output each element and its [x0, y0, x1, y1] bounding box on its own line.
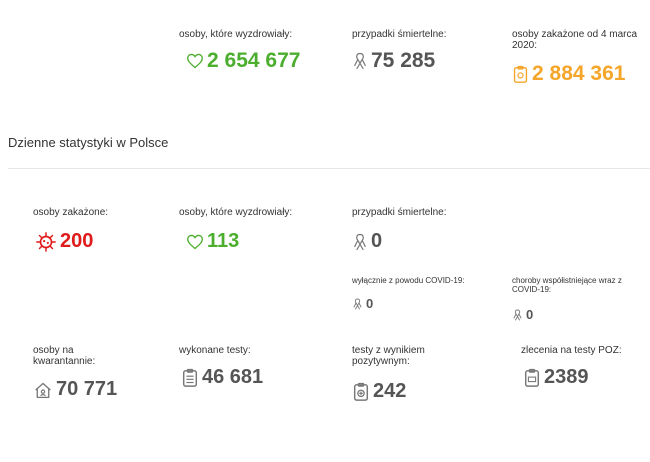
daily-infected-value: 200	[60, 230, 94, 252]
daily-quarantine-value: 70 771	[56, 378, 118, 400]
daily-positive-label: testy z wynikiem pozytywnym:	[352, 345, 425, 367]
test-kit-icon	[181, 368, 199, 388]
daily-infected-value-row: 200	[35, 230, 93, 253]
daily-poz-value: 2389	[544, 366, 589, 388]
daily-deaths-label: przypadki śmiertelne:	[352, 207, 447, 218]
section-title: Dzienne statystyki w Polsce	[8, 135, 169, 150]
top-deaths-label: przypadki śmiertelne:	[352, 29, 447, 40]
daily-tests-value: 46 681	[202, 366, 264, 388]
top-recovered-value-row: 2 654 677	[186, 49, 300, 73]
daily-quarantine-value-row: 70 771	[33, 378, 117, 401]
daily-infected-label: osoby zakażone:	[33, 207, 109, 218]
ribbon-icon	[512, 309, 523, 321]
top-infected-value: 2 884 361	[532, 62, 626, 85]
daily-deaths-value-row: 0	[352, 230, 382, 253]
daily-recovered-value-row: 113	[186, 230, 239, 253]
daily-deaths-comorbid-value: 0	[526, 307, 534, 322]
section-divider	[8, 168, 650, 169]
daily-quarantine-label: osoby na kwarantannie:	[33, 345, 96, 367]
heart-icon	[186, 234, 204, 250]
daily-tests-value-row: 46 681	[181, 366, 263, 389]
daily-recovered-value: 113	[207, 230, 240, 252]
top-recovered-value: 2 654 677	[207, 49, 301, 72]
virus-icon	[35, 231, 57, 253]
heart-icon	[186, 53, 204, 69]
clipboard-virus-icon	[512, 65, 529, 84]
daily-recovered-label: osoby, które wyzdrowiały:	[179, 207, 293, 218]
house-icon	[33, 381, 53, 399]
ribbon-icon	[352, 52, 368, 70]
top-infected-label: osoby zakażone od 4 marca 2020:	[512, 29, 638, 51]
top-infected-value-row: 2 884 361	[512, 62, 625, 86]
top-recovered-label: osoby, które wyzdrowiały:	[179, 29, 293, 40]
daily-deaths-comorbid-value-row: 0	[512, 307, 533, 322]
daily-deaths-covid-value-row: 0	[352, 296, 373, 311]
daily-deaths-covid-value: 0	[366, 296, 374, 311]
positive-test-icon	[352, 382, 370, 402]
daily-poz-value-row: 2389	[523, 366, 589, 389]
top-deaths-value-row: 75 285	[352, 49, 435, 73]
daily-deaths-value: 0	[371, 230, 383, 252]
daily-tests-label: wykonane testy:	[179, 345, 251, 356]
daily-positive-value: 242	[373, 380, 407, 402]
poz-test-icon	[523, 368, 541, 388]
daily-positive-value-row: 242	[352, 380, 406, 403]
top-deaths-value: 75 285	[371, 49, 436, 72]
ribbon-icon	[352, 233, 368, 251]
ribbon-icon	[352, 298, 363, 310]
daily-poz-label: zlecenia na testy POZ:	[521, 345, 622, 356]
daily-deaths-covid-label: wyłącznie z powodu COVID-19:	[352, 276, 465, 285]
daily-deaths-comorbid-label: choroby współistniejące wraz z COVID-19:	[512, 276, 622, 294]
